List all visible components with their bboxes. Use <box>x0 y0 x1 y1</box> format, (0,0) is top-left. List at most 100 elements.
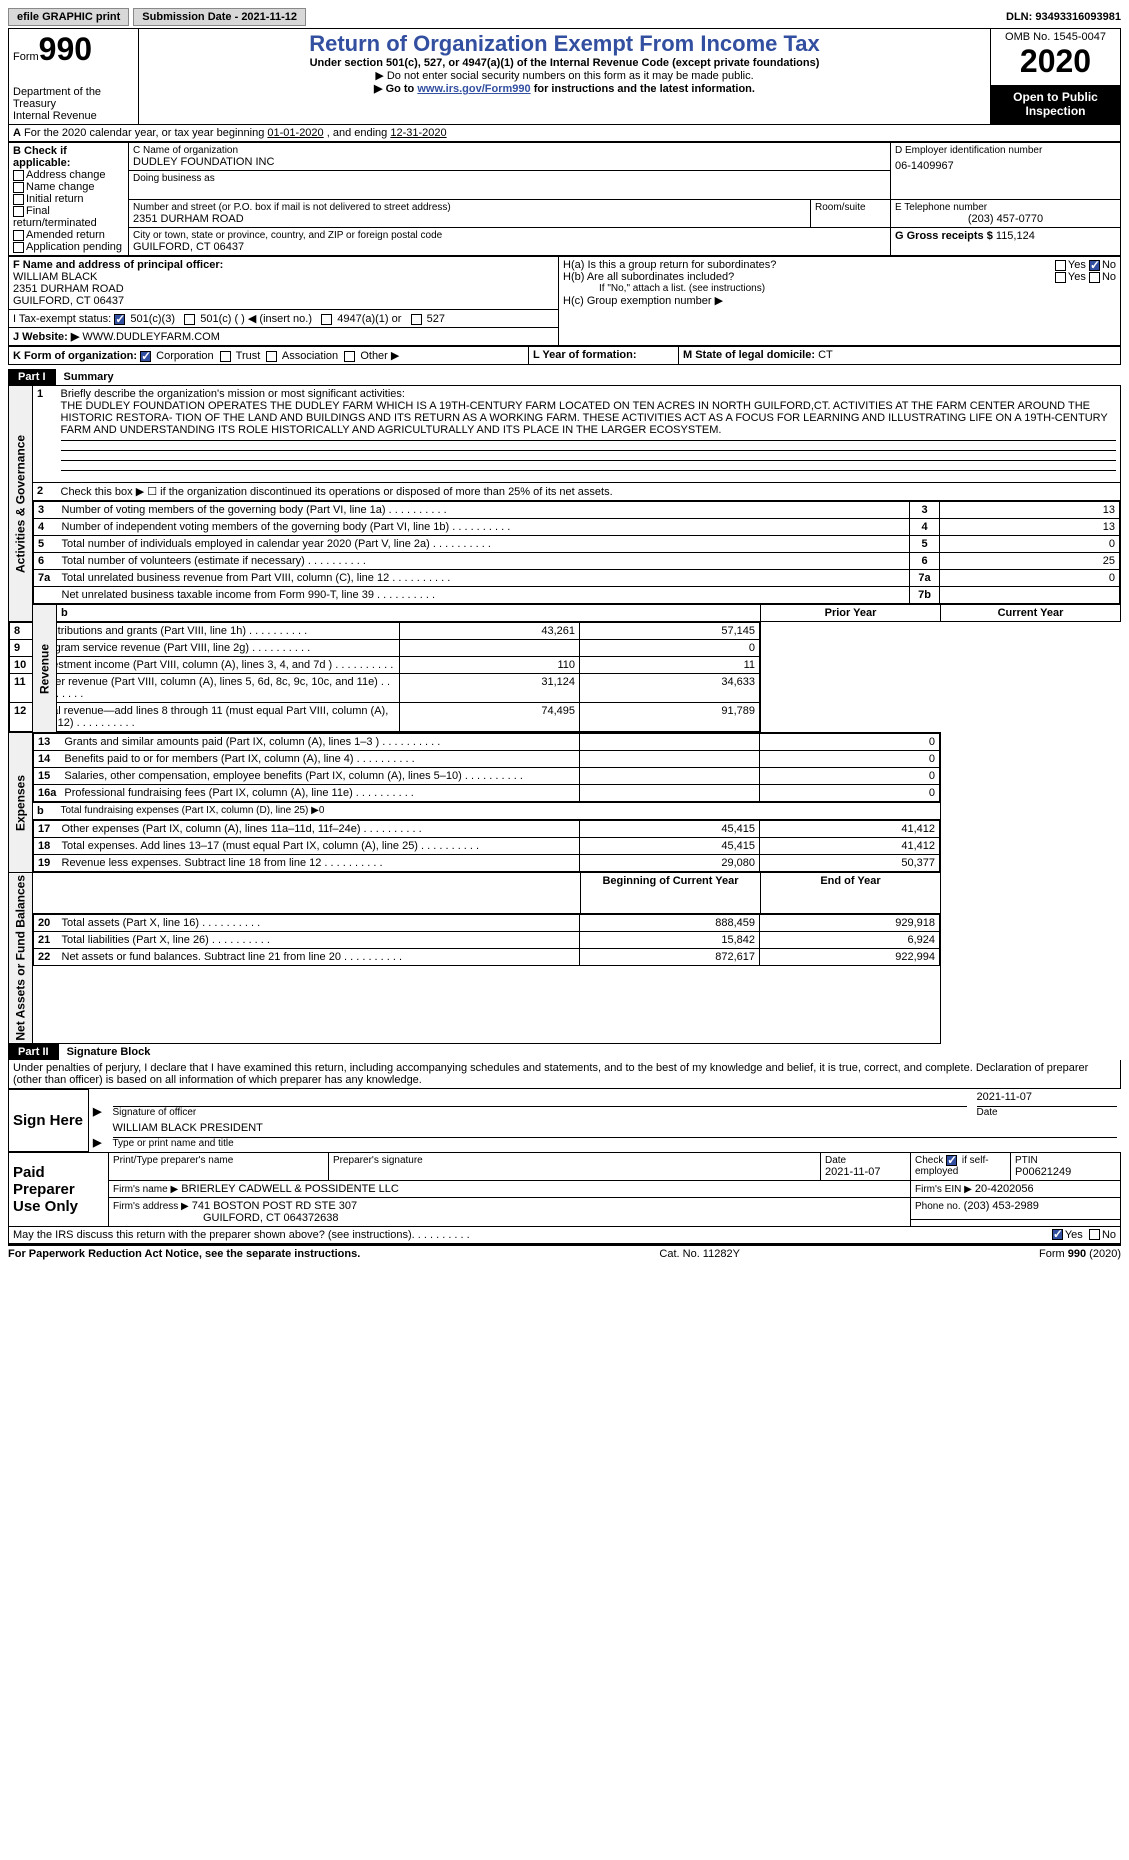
summary-row: 5 Total number of individuals employed i… <box>34 536 1120 553</box>
hdr-eoy: End of Year <box>820 875 880 887</box>
summary-row: 21 Total liabilities (Part X, line 26) 1… <box>34 932 940 949</box>
cb-trust[interactable] <box>220 351 231 362</box>
state-domicile: CT <box>818 349 833 361</box>
sig-date: 2021-11-07 <box>977 1091 1117 1107</box>
mission-text: THE DUDLEY FOUNDATION OPERATES THE DUDLE… <box>61 400 1117 436</box>
summary-row: 3 Number of voting members of the govern… <box>34 502 1120 519</box>
summary-row: 4 Number of independent voting members o… <box>34 519 1120 536</box>
cb-4947[interactable] <box>321 314 332 325</box>
ha: H(a) Is this a group return for subordin… <box>563 259 1116 271</box>
cb-address-change[interactable]: Address change <box>13 169 124 181</box>
e-label: E Telephone number <box>895 202 1116 213</box>
room-label: Room/suite <box>815 202 886 213</box>
part1-header: Part ISummary <box>8 369 1121 385</box>
part2-header: Part IISignature Block <box>8 1044 1121 1060</box>
form-990-number: 990 <box>39 31 92 67</box>
b-label: B Check if applicable: <box>13 145 70 169</box>
m-label: M State of legal domicile: <box>683 349 815 361</box>
cb-discuss-no[interactable] <box>1089 1229 1100 1240</box>
hb-no[interactable] <box>1089 272 1100 283</box>
cb-501c3[interactable] <box>114 314 125 325</box>
top-bar: efile GRAPHIC print Submission Date - 20… <box>8 8 1121 26</box>
summary-row: 11 Other revenue (Part VIII, column (A),… <box>10 674 760 703</box>
hdr-current-year: Current Year <box>998 607 1064 619</box>
street: 2351 DURHAM ROAD <box>133 213 806 225</box>
irs-link[interactable]: www.irs.gov/Form990 <box>417 83 530 95</box>
website: WWW.DUDLEYFARM.COM <box>82 331 220 343</box>
ppu-label: Paid Preparer Use Only <box>9 1152 109 1226</box>
form-header: Form990 Department of the Treasury Inter… <box>8 28 1121 125</box>
open-to-public: Open to Public Inspection <box>991 85 1121 124</box>
ptin: P00621249 <box>1015 1166 1116 1178</box>
tax-year: 2020 <box>995 43 1116 80</box>
cb-527[interactable] <box>411 314 422 325</box>
c-label: C Name of organization <box>133 145 886 156</box>
cb-assoc[interactable] <box>266 351 277 362</box>
cb-discuss-yes[interactable] <box>1052 1229 1063 1240</box>
cb-amended-return[interactable]: Amended return <box>13 229 124 241</box>
summary-row: 7a Total unrelated business revenue from… <box>34 570 1120 587</box>
cb-corp[interactable] <box>140 351 151 362</box>
cb-name-change[interactable]: Name change <box>13 181 124 193</box>
side-ag: Activities & Governance <box>9 386 33 622</box>
hdr-prior-year: Prior Year <box>825 607 877 619</box>
l-label: L Year of formation: <box>533 349 637 361</box>
omb-number: 1545-0047 <box>1053 31 1106 43</box>
i-label: I Tax-exempt status: <box>13 313 111 325</box>
hb: H(b) Are all subordinates included? Yes … <box>563 271 1116 283</box>
entity-block: B Check if applicable: Address change Na… <box>8 142 1121 256</box>
officer-name: WILLIAM BLACK <box>13 271 554 283</box>
j-label: J Website: ▶ <box>13 331 79 343</box>
ha-no[interactable] <box>1089 260 1100 271</box>
f-h-block: F Name and address of principal officer:… <box>8 256 1121 346</box>
summary-row: 13 Grants and similar amounts paid (Part… <box>34 734 940 751</box>
summary-row: 14 Benefits paid to or for members (Part… <box>34 751 940 768</box>
summary-row: 15 Salaries, other compensation, employe… <box>34 768 940 785</box>
f-label: F Name and address of principal officer: <box>13 259 223 271</box>
hdr-bcy: Beginning of Current Year <box>602 875 738 887</box>
form-title: Return of Organization Exempt From Incom… <box>143 31 986 57</box>
cb-final-return[interactable]: Final return/terminated <box>13 205 124 229</box>
summary-row: 17 Other expenses (Part IX, column (A), … <box>34 821 940 838</box>
officer-street: 2351 DURHAM ROAD <box>13 283 554 295</box>
cb-self-employed[interactable] <box>946 1155 957 1166</box>
k-l-m-block: K Form of organization: Corporation Trus… <box>8 346 1121 365</box>
firm-ein: 20-4202056 <box>975 1183 1034 1195</box>
cb-other[interactable] <box>344 351 355 362</box>
summary-row: 8 Contributions and grants (Part VIII, l… <box>10 623 760 640</box>
summary-row: 22 Net assets or fund balances. Subtract… <box>34 949 940 966</box>
summary-row: 19 Revenue less expenses. Subtract line … <box>34 855 940 872</box>
side-rev: Revenue <box>33 605 57 733</box>
officer-name-title: WILLIAM BLACK PRESIDENT <box>113 1122 1117 1138</box>
ha-yes[interactable] <box>1055 260 1066 271</box>
efile-print-button[interactable]: efile GRAPHIC print <box>8 8 129 26</box>
dept-treasury: Department of the Treasury <box>13 86 134 110</box>
summary-row: 20 Total assets (Part X, line 16) 888,45… <box>34 915 940 932</box>
city-label: City or town, state or province, country… <box>133 230 886 241</box>
g-label: G Gross receipts $ <box>895 230 993 242</box>
firm-addr1: 741 BOSTON POST RD STE 307 <box>192 1200 357 1212</box>
line-a: A For the 2020 calendar year, or tax yea… <box>8 125 1121 142</box>
org-name: DUDLEY FOUNDATION INC <box>133 156 886 168</box>
d-label: D Employer identification number <box>895 145 1116 156</box>
ein: 06-1409967 <box>895 160 1116 172</box>
cb-application-pending[interactable]: Application pending <box>13 241 124 253</box>
l2: Check this box ▶ ☐ if the organization d… <box>57 483 1121 501</box>
cb-initial-return[interactable]: Initial return <box>13 193 124 205</box>
perjury-declaration: Under penalties of perjury, I declare th… <box>8 1060 1121 1089</box>
firm-name: BRIERLEY CADWELL & POSSIDENTE LLC <box>181 1183 399 1195</box>
side-nab: Net Assets or Fund Balances <box>9 873 33 1044</box>
dept-irs: Internal Revenue <box>13 110 134 122</box>
subtitle-3: ▶ Go to www.irs.gov/Form990 for instruct… <box>143 82 986 95</box>
form-prefix: Form <box>13 51 39 63</box>
summary-row: 16a Professional fundraising fees (Part … <box>34 785 940 802</box>
irs-discuss-row: May the IRS discuss this return with the… <box>8 1227 1121 1244</box>
summary-row: 9 Program service revenue (Part VIII, li… <box>10 640 760 657</box>
form-footer: For Paperwork Reduction Act Notice, see … <box>8 1244 1121 1260</box>
sign-here-label: Sign Here <box>9 1089 89 1151</box>
summary-row: 18 Total expenses. Add lines 13–17 (must… <box>34 838 940 855</box>
hb-yes[interactable] <box>1055 272 1066 283</box>
subtitle-2: ▶ Do not enter social security numbers o… <box>143 69 986 82</box>
cb-501c[interactable] <box>184 314 195 325</box>
dln: DLN: 93493316093981 <box>1006 11 1121 23</box>
